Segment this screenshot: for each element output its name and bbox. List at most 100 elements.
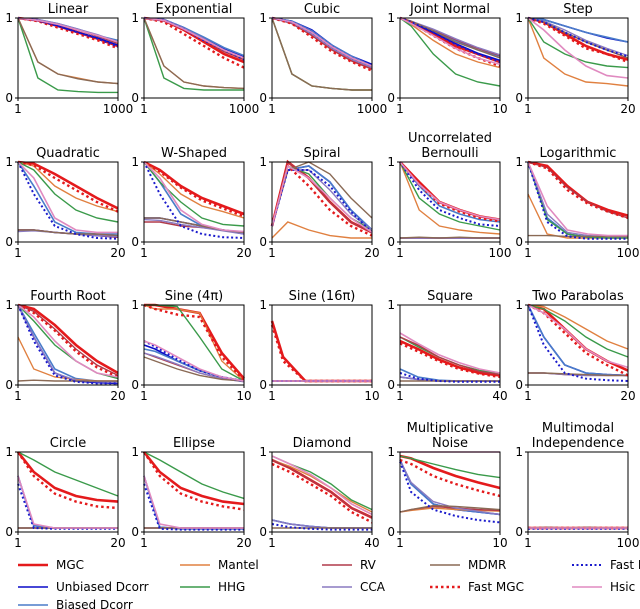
axes-frame (399, 17, 501, 99)
series-line (527, 17, 629, 79)
series-line (143, 340, 245, 382)
y-tick-label: 0 (259, 378, 267, 392)
panel-title: Step (563, 2, 593, 17)
x-tick-label: 40 (364, 536, 379, 550)
panel-title: Linear (48, 2, 89, 17)
y-tick-label: 0 (515, 525, 523, 539)
y-tick-label: 1 (515, 155, 523, 169)
series-line (527, 303, 629, 372)
series-line (399, 161, 501, 235)
y-tick-label: 1 (5, 11, 13, 25)
series-line (271, 459, 373, 519)
series-line (271, 221, 372, 239)
series-line (17, 379, 118, 382)
legend-label: RV (360, 558, 377, 572)
y-tick-label: 1 (515, 298, 523, 312)
x-tick-label: 1 (524, 536, 532, 550)
legend-label: Unbiased Dcorr (56, 580, 149, 594)
y-tick-label: 0 (515, 378, 523, 392)
x-tick-label: 1 (268, 389, 276, 403)
x-tick-label: 1 (268, 246, 276, 260)
series-line (17, 160, 119, 210)
axes-frame (143, 17, 245, 99)
y-tick-label: 1 (259, 11, 267, 25)
x-tick-label: 100 (489, 246, 512, 260)
axes-frame (271, 161, 373, 243)
series-line (399, 504, 501, 513)
axes-frame (17, 304, 119, 386)
y-tick-label: 0 (259, 525, 267, 539)
panel-title: Cubic (304, 2, 340, 17)
series-line (143, 17, 245, 59)
series-line (399, 455, 501, 479)
x-tick-label: 20 (236, 246, 251, 260)
x-tick-label: 1 (268, 536, 276, 550)
series-line (143, 303, 245, 382)
y-tick-label: 1 (387, 155, 395, 169)
panel-title: Uncorrelated (408, 131, 492, 146)
legend-label: Fast Dcorr (610, 558, 640, 572)
y-tick-label: 1 (131, 155, 139, 169)
series-line (399, 17, 501, 87)
series-line (399, 161, 501, 227)
x-tick-label: 20 (110, 536, 125, 550)
series-line (17, 161, 118, 235)
series-line (527, 303, 629, 377)
series-line (143, 160, 245, 218)
x-tick-label: 1 (524, 102, 532, 116)
x-tick-label: 10 (492, 536, 507, 550)
y-tick-label: 1 (387, 11, 395, 25)
series-line (271, 462, 373, 524)
series-line (271, 17, 372, 91)
y-tick-label: 0 (387, 91, 395, 105)
x-tick-label: 1 (140, 536, 148, 550)
legend-label: Hsic (610, 580, 635, 594)
x-tick-label: 100 (617, 246, 640, 260)
series-line (271, 164, 373, 234)
series-line (143, 348, 245, 382)
series-line (17, 304, 119, 378)
series-line (143, 475, 244, 529)
y-tick-label: 0 (387, 378, 395, 392)
series-line (143, 483, 244, 531)
legend-label: Mantel (218, 558, 259, 572)
series-line (17, 161, 118, 234)
y-tick-label: 1 (5, 445, 13, 459)
series-line (142, 451, 245, 506)
series-line (399, 461, 501, 524)
x-tick-label: 20 (364, 246, 379, 260)
series-line (17, 17, 118, 94)
panel-title: Noise (432, 436, 468, 451)
series-line (399, 161, 501, 231)
axes-frame (17, 17, 119, 99)
axes-frame (271, 304, 373, 386)
series-line (527, 17, 629, 57)
y-tick-label: 1 (5, 155, 13, 169)
series-line (399, 161, 501, 223)
series-line (271, 17, 372, 91)
y-tick-label: 1 (387, 445, 395, 459)
series-line (399, 459, 501, 516)
axes-frame (143, 451, 245, 533)
series-line (17, 17, 119, 48)
series-line (143, 218, 245, 235)
legend: MGC Mantel RV MDMR Fast Dcorr Unbiased Dcorr H… (18, 558, 640, 609)
x-tick-label: 20 (110, 246, 125, 260)
series-line (143, 161, 245, 227)
y-tick-label: 0 (387, 235, 395, 249)
panel: Sine (16π)011 10 (259, 289, 379, 403)
y-tick-label: 1 (259, 445, 267, 459)
x-tick-label: 1 (396, 389, 404, 403)
series-line (17, 16, 119, 50)
y-tick-label: 0 (5, 378, 13, 392)
series-line (527, 304, 629, 358)
x-tick-label: 100 (617, 536, 640, 550)
x-tick-label: 1000 (357, 102, 388, 116)
series-line (17, 304, 119, 384)
y-tick-label: 0 (131, 235, 139, 249)
panel-title: Multimodal (542, 421, 614, 436)
